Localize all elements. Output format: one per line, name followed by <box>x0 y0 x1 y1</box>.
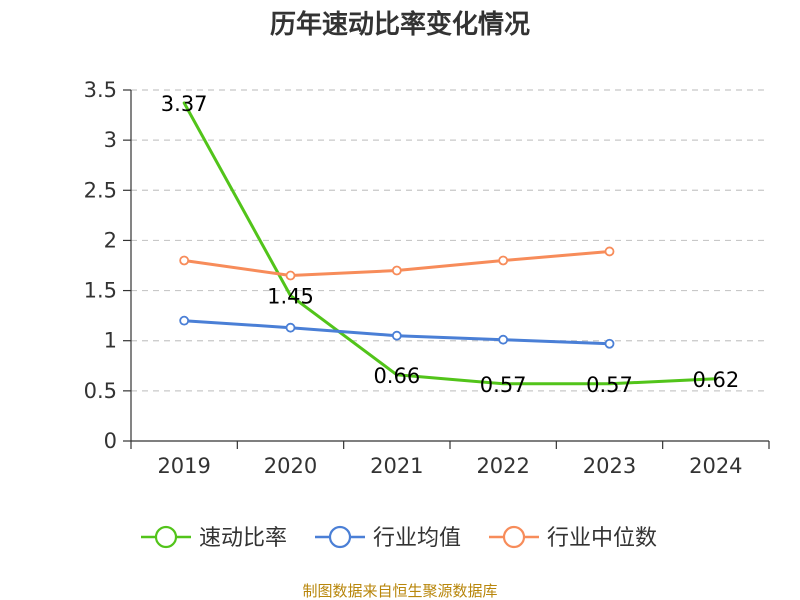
series-line <box>182 101 718 386</box>
chart-title: 历年速动比率变化情况 <box>270 9 530 40</box>
data-label: 0.57 <box>480 373 527 397</box>
legend-marker-icon <box>502 525 526 549</box>
y-tick-label: 2 <box>104 228 117 252</box>
y-tick-label: 2.5 <box>84 178 117 202</box>
y-tick-label: 0 <box>104 429 117 453</box>
data-point-marker[interactable] <box>179 255 190 266</box>
x-tick-label: 2024 <box>689 454 742 478</box>
data-point-marker[interactable] <box>604 338 615 349</box>
data-point-marker[interactable] <box>498 334 509 345</box>
legend[interactable]: 速动比率 行业均值 行业中位数 <box>141 525 657 551</box>
legend-label: 行业中位数 <box>547 526 657 551</box>
data-label: 0.66 <box>373 364 420 388</box>
data-point-marker[interactable] <box>391 265 402 276</box>
x-tick-label: 2023 <box>583 454 636 478</box>
y-tick-label: 3.5 <box>84 78 117 102</box>
y-tick-label: 1.5 <box>84 279 117 303</box>
data-label: 3.37 <box>161 92 208 116</box>
legend-item[interactable]: 速动比率 <box>141 525 287 551</box>
data-point-marker[interactable] <box>179 315 190 326</box>
data-point-marker[interactable] <box>498 255 509 266</box>
legend-item[interactable]: 行业均值 <box>315 525 461 551</box>
data-point-marker[interactable] <box>391 330 402 341</box>
grid-lines <box>131 89 769 392</box>
data-point-marker[interactable] <box>285 270 296 281</box>
legend-marker-icon <box>328 525 352 549</box>
data-point-marker[interactable] <box>285 322 296 333</box>
x-tick-label: 2021 <box>370 454 423 478</box>
legend-label: 行业均值 <box>373 526 461 551</box>
source-caption: 制图数据来自恒生聚源数据库 <box>302 582 497 600</box>
legend-label: 速动比率 <box>199 526 287 551</box>
legend-item[interactable]: 行业中位数 <box>489 525 657 551</box>
x-tick-label: 2019 <box>157 454 210 478</box>
data-labels: 3.37 1.45 0.66 0.57 0.57 0.62 <box>161 92 739 397</box>
x-tick-label: 2022 <box>476 454 529 478</box>
series-lines <box>179 101 718 386</box>
y-tick-label: 1 <box>104 329 117 353</box>
data-label: 1.45 <box>267 285 314 309</box>
data-point-marker[interactable] <box>604 246 615 257</box>
axes: 0 0.5 1 1.5 2 2.5 3 3.5 2019 2020 2021 2022 2023 2024 <box>84 78 770 478</box>
data-label: 0.57 <box>586 373 633 397</box>
y-tick-label: 0.5 <box>84 379 117 403</box>
data-label: 0.62 <box>692 368 739 392</box>
y-tick-label: 3 <box>104 128 117 152</box>
x-tick-label: 2020 <box>264 454 317 478</box>
legend-marker-icon <box>154 525 178 549</box>
